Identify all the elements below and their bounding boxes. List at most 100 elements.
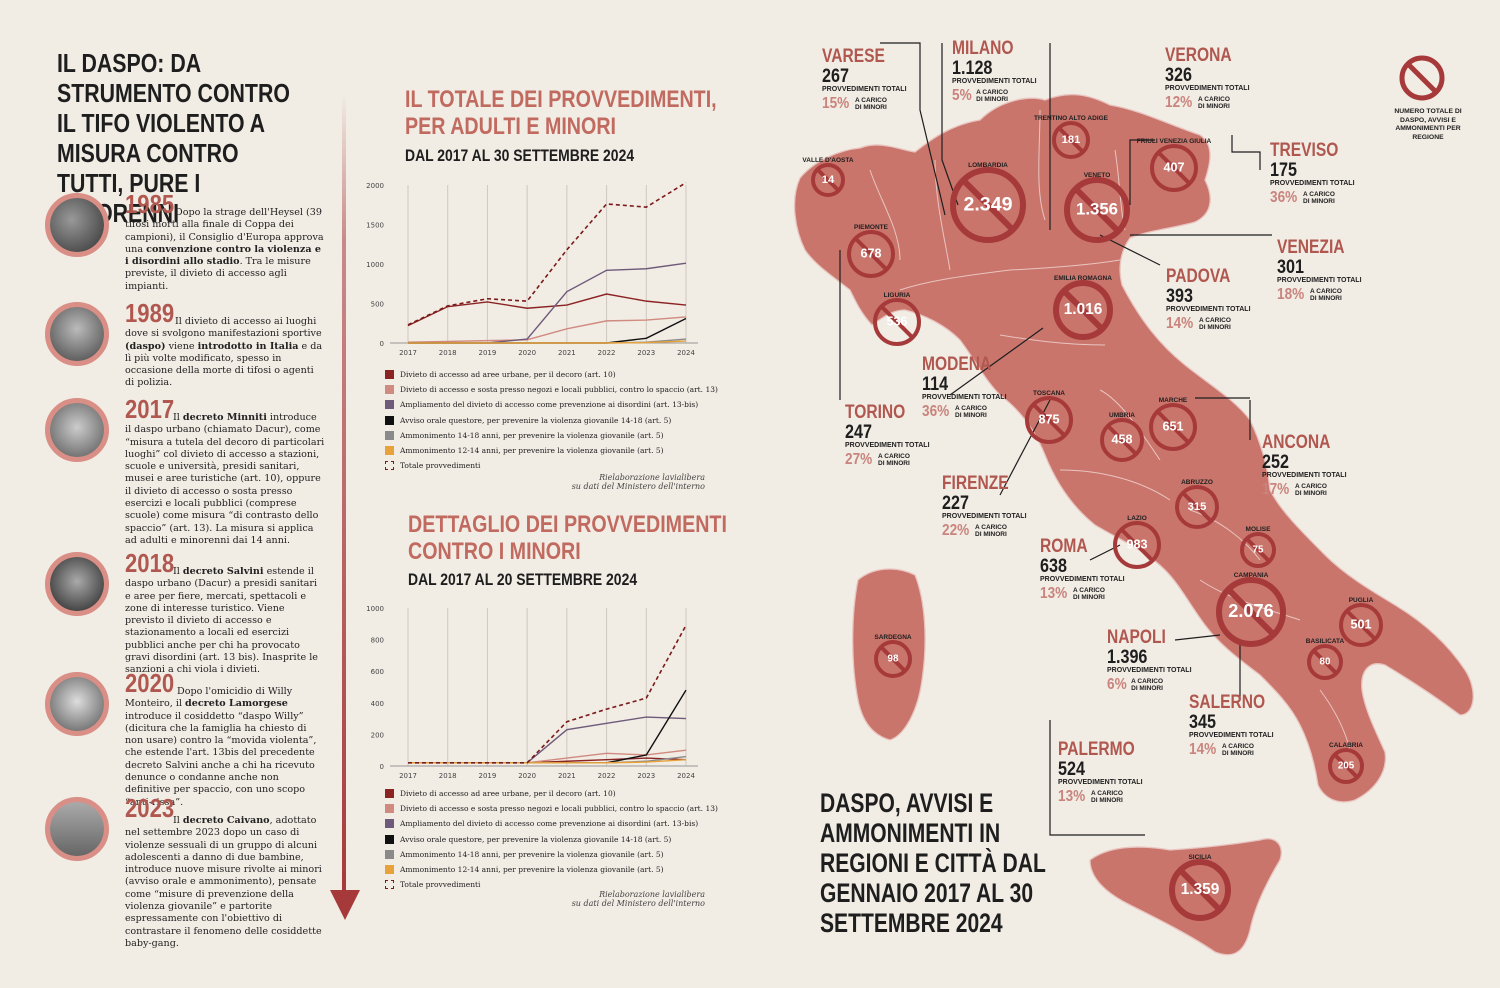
legend-label: Divieto di accesso ad aree urbane, per i… [400, 789, 616, 799]
city-name: VENEZIA [1277, 237, 1345, 258]
city-minor-label: A CARICO DI MINORI [855, 97, 887, 111]
region-value: 407 [1163, 160, 1184, 174]
region-marker: 678 PIEMONTE [847, 224, 895, 278]
legend-label: Ampliamento del divieto di accesso come … [400, 400, 699, 410]
legend-swatch [385, 400, 394, 410]
city-name: TREVISO [1270, 140, 1339, 161]
legend-label: Ampliamento del divieto di accesso come … [400, 819, 699, 829]
ban-slash [816, 168, 840, 192]
region-marker: 80 BASILICATA [1306, 638, 1344, 680]
city-minor-label: A CARICO DI MINORI [1199, 317, 1231, 331]
city-minor-pct: 12% [1165, 94, 1193, 111]
city-minor-pct: 13% [1058, 788, 1086, 805]
region-name: SARDEGNA [874, 634, 912, 641]
city-minor-label: A CARICO DI MINORI [1222, 743, 1254, 757]
city-total-label: PROVVEDIMENTI TOTALI [822, 86, 907, 93]
legend-label: Divieto di accesso e sosta presso negozi… [400, 804, 718, 814]
region-value: 205 [1338, 761, 1355, 772]
series-line-5 [408, 340, 687, 344]
chart2-source-line2: su dati del Ministero dell'interno [571, 899, 705, 908]
city-salerno: SALERNO 345 PROVVEDIMENTI TOTALI 14% A CARIC… [1189, 692, 1282, 759]
timeline-text: Il decreto Minniti introduce il daspo ur… [125, 412, 325, 546]
x-tick-label: 2018 [439, 349, 457, 357]
city-name: ANCONA [1262, 432, 1331, 453]
timeline-year: 2017 [125, 394, 175, 424]
ban-icon [1025, 396, 1073, 444]
series-line-6 [407, 181, 687, 326]
x-tick-label: 2024 [677, 349, 695, 357]
city-total: 175 [1270, 160, 1297, 181]
legend-swatch [385, 880, 394, 890]
legend-swatch [385, 865, 394, 875]
city-verona: VERONA 326 PROVVEDIMENTI TOTALI 12% A CARICO… [1165, 45, 1250, 112]
map-peninsula [793, 93, 1474, 803]
photo-lamorgese [45, 672, 109, 736]
city-total: 247 [845, 422, 872, 443]
region-value: 651 [1162, 419, 1183, 433]
region-marker: 98 SARDEGNA [874, 634, 912, 678]
region-marker: 875 TOSCANA [1025, 390, 1073, 444]
x-tick-label: 2019 [479, 772, 497, 780]
x-tick-label: 2023 [637, 349, 655, 357]
legend-swatch [385, 370, 394, 380]
chart2-title-line2: CONTRO I MINORI [408, 538, 581, 565]
ban-icon [874, 640, 912, 678]
region-marker: 75 MOLISE [1240, 526, 1276, 568]
y-tick-label: 600 [371, 668, 384, 676]
region-value: 1.356 [1076, 200, 1118, 219]
city-minor-pct: 6% [1107, 676, 1127, 693]
legend-swatch [385, 415, 394, 425]
ban-icon [1175, 485, 1219, 529]
city-minor-label: A CARICO DI MINORI [1198, 96, 1230, 110]
city-total: 345 [1189, 712, 1216, 733]
legend-label: Avviso orale questore, per prevenire la … [400, 415, 672, 425]
ban-slash [879, 645, 907, 673]
city-total: 326 [1165, 65, 1192, 86]
region-value: 536 [886, 314, 907, 328]
city-total-label: PROVVEDIMENTI TOTALI [1166, 306, 1251, 313]
city-minors: 5% A CARICO DI MINORI [952, 87, 1037, 105]
legend-label: Totale provvedimenti [400, 880, 481, 890]
x-tick-label: 2023 [637, 772, 655, 780]
y-tick-label: 800 [371, 637, 384, 645]
region-marker: 407 FRIULI VENEZIA GIULIA [1137, 138, 1212, 192]
y-tick-label: 1000 [366, 261, 384, 269]
ban-slash [854, 237, 888, 271]
city-name: NAPOLI [1107, 627, 1166, 648]
y-tick-label: 1000 [366, 605, 384, 613]
city-name: PADOVA [1166, 266, 1231, 287]
chart2-source: Rielaborazione lavialibera su dati del M… [505, 890, 705, 908]
city-minor-label: A CARICO DI MINORI [1303, 191, 1335, 205]
y-tick-label: 400 [371, 700, 384, 708]
timeline-text: Dopo l'omicidio di Willy Monteiro, il de… [125, 686, 317, 808]
ban-icon [1113, 521, 1161, 569]
timeline-text: Il decreto Caivano, adottato nel settemb… [125, 815, 322, 949]
city-total: 638 [1040, 556, 1067, 577]
ban-icon [1064, 177, 1130, 243]
city-minor-pct: 18% [1277, 286, 1305, 303]
photo-minniti [45, 398, 109, 462]
city-name: VARESE [822, 46, 885, 67]
y-tick-label: 200 [371, 731, 384, 739]
city-minors: 18% A CARICO DI MINORI [1277, 286, 1362, 304]
city-minors: 22% A CARICO DI MINORI [942, 522, 1027, 540]
city-minor-label: A CARICO DI MINORI [1310, 288, 1342, 302]
city-minor-pct: 14% [1166, 315, 1194, 332]
city-name: MODENA [922, 354, 992, 375]
city-minor-pct: 14% [1189, 741, 1217, 758]
ban-slash [1057, 126, 1085, 154]
ban-slash [1120, 528, 1154, 562]
region-name: CAMPANIA [1234, 572, 1269, 579]
legend-label: Ammonimento 12-14 anni, per prevenire la… [400, 446, 664, 456]
x-tick-label: 2022 [598, 349, 616, 357]
ban-slash [1032, 403, 1066, 437]
region-value: 1.016 [1064, 301, 1103, 318]
city-minor-pct: 15% [822, 95, 850, 112]
city-minor-label: A CARICO DI MINORI [878, 453, 910, 467]
city-minor-pct: 36% [1270, 189, 1298, 206]
legend-swatch [385, 430, 394, 440]
city-minors: 13% A CARICO DI MINORI [1058, 788, 1152, 806]
legend-item: Divieto di accesso e sosta presso negozi… [385, 801, 718, 816]
city-minor-pct: 22% [942, 522, 970, 539]
